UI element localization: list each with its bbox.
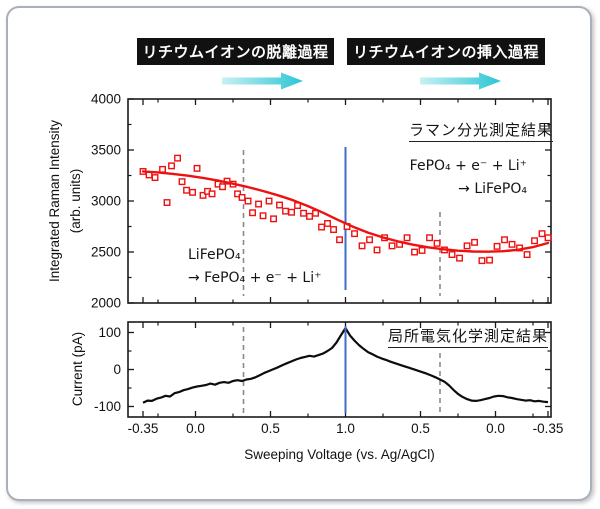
svg-text:2000: 2000	[91, 296, 121, 311]
svg-text:3500: 3500	[91, 143, 121, 158]
electrochem-panel-label: 局所電気化学測定結果	[387, 325, 548, 348]
current-y-axis-label: Current (pA)	[70, 331, 85, 407]
svg-text:-0.35: -0.35	[128, 421, 159, 436]
x-axis-label: Sweeping Voltage (vs. Ag/AgCl)	[244, 447, 435, 462]
deintercalation-equation: LiFePO₄ → FePO₄ + e⁻ + Li⁺	[188, 244, 322, 290]
svg-text:-0.35: -0.35	[533, 421, 564, 436]
tick-labels: 2000 2500 3000 3500 4000 -100 0 100 -0.35 0.0 0.5 1…	[91, 92, 563, 437]
svg-text:1.0: 1.0	[336, 421, 355, 436]
intercalation-equation-line2: → LiFePO₄	[458, 181, 527, 197]
right-sweep-arrow-icon	[420, 72, 501, 90]
svg-text:100: 100	[98, 325, 121, 340]
intercalation-equation-line1: FePO₄ + e⁻ + Li⁺	[409, 158, 527, 174]
svg-text:-100: -100	[94, 399, 121, 414]
header-intercalation-box: リチウムイオンの挿入過程	[347, 38, 545, 65]
raman-panel-label: ラマン分光測定結果	[408, 119, 553, 142]
raman-fit-curve	[141, 170, 550, 253]
deintercalation-equation-line2: → FePO₄ + e⁻ + Li⁺	[188, 270, 322, 286]
header-deintercalation-label: リチウムイオンの脱離過程	[142, 44, 329, 61]
svg-text:0.0: 0.0	[186, 421, 205, 436]
svg-text:0: 0	[113, 362, 121, 377]
deintercalation-equation-line1: LiFePO₄	[188, 247, 241, 263]
dashed-reference-lines	[242, 150, 441, 414]
left-sweep-arrow-icon	[222, 72, 303, 90]
raman-scatter-points	[139, 154, 552, 265]
svg-text:0.0: 0.0	[486, 421, 505, 436]
svg-text:2500: 2500	[91, 245, 121, 260]
svg-text:0.5: 0.5	[411, 421, 430, 436]
header-intercalation-label: リチウムイオンの挿入過程	[352, 44, 539, 61]
svg-text:4000: 4000	[91, 92, 121, 107]
svg-text:3000: 3000	[91, 194, 121, 209]
header-deintercalation-box: リチウムイオンの脱離過程	[137, 38, 334, 65]
intercalation-equation: FePO₄ + e⁻ + Li⁺ → LiFePO₄	[410, 155, 527, 201]
axis-ticks	[128, 98, 551, 417]
svg-text:0.5: 0.5	[261, 421, 280, 436]
